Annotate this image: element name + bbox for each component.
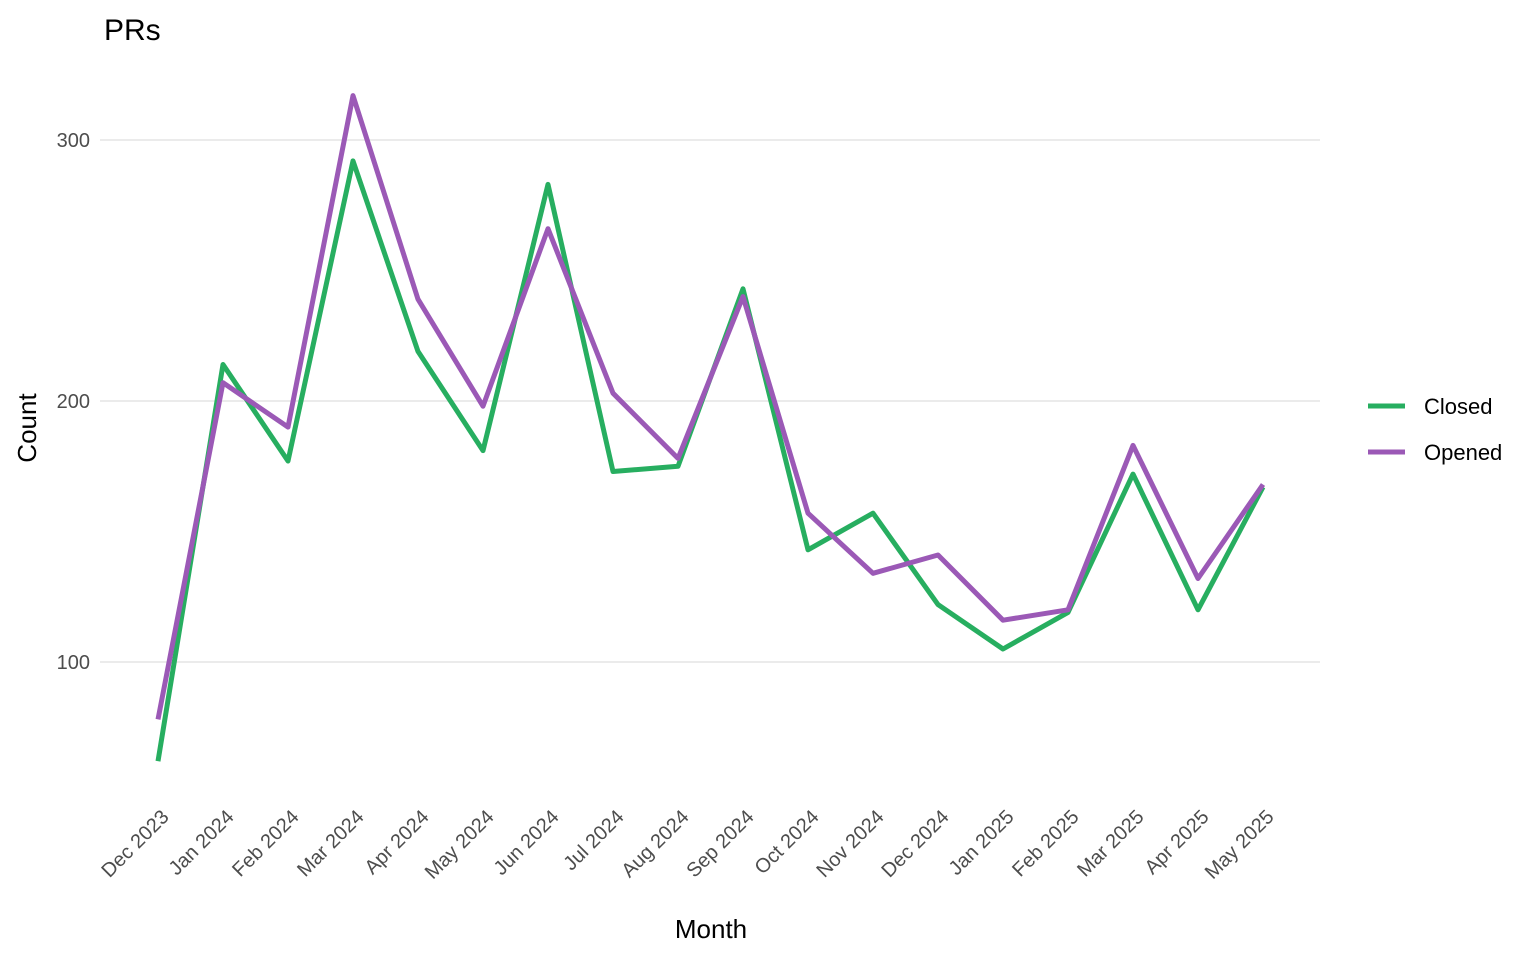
x-tick-label: Jun 2024 xyxy=(490,806,564,880)
x-axis-title: Month xyxy=(675,914,747,944)
x-tick-label: Jan 2024 xyxy=(165,806,239,880)
y-axis-ticks: 100 200 300 xyxy=(57,130,90,674)
y-tick-label: 200 xyxy=(57,391,90,413)
x-tick-label: Feb 2024 xyxy=(228,806,303,881)
x-tick-label: May 2025 xyxy=(1201,806,1279,884)
legend-label-closed: Closed xyxy=(1424,394,1492,419)
legend-label-opened: Opened xyxy=(1424,440,1502,465)
legend: Closed Opened xyxy=(1368,394,1502,465)
x-tick-label: Mar 2024 xyxy=(293,806,368,881)
x-tick-label: Nov 2024 xyxy=(812,806,888,882)
x-tick-label: Aug 2024 xyxy=(617,806,693,882)
series-line-opened xyxy=(155,93,1266,720)
chart-title: PRs xyxy=(104,14,161,47)
y-tick-label: 300 xyxy=(57,130,90,152)
y-axis-title: Count xyxy=(12,393,42,463)
x-tick-label: Jan 2025 xyxy=(945,806,1019,880)
x-tick-label: Feb 2025 xyxy=(1008,806,1083,881)
gridlines xyxy=(100,139,1320,663)
x-tick-label: Dec 2023 xyxy=(97,806,173,882)
x-tick-label: Dec 2024 xyxy=(877,806,953,882)
x-tick-label: May 2024 xyxy=(421,806,499,884)
series-lines xyxy=(155,93,1266,762)
x-tick-label: Mar 2025 xyxy=(1073,806,1148,881)
x-tick-label: Sep 2024 xyxy=(682,806,758,882)
y-tick-label: 100 xyxy=(57,652,90,674)
